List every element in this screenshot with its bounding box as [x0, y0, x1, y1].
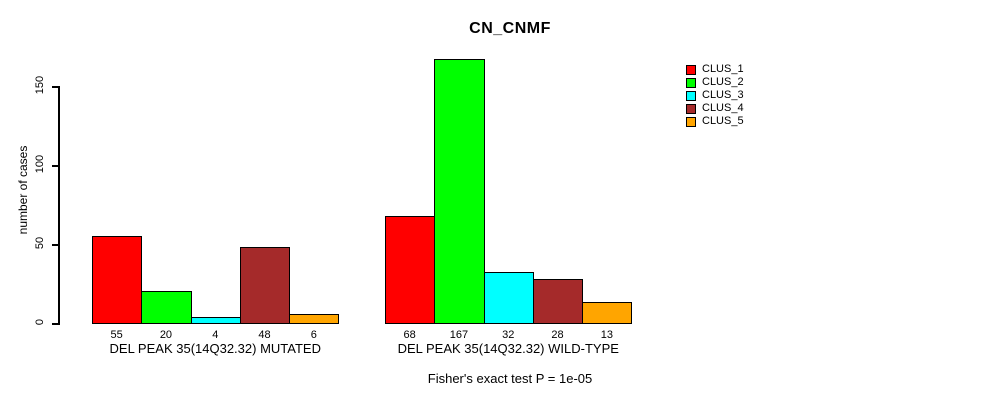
y-axis-tick-label: 100 [34, 154, 46, 174]
y-axis-tick-label: 50 [34, 236, 46, 250]
legend-swatch-icon [686, 90, 696, 101]
legend-label: CLUS_5 [702, 115, 744, 127]
legend: CLUS_1 CLUS_2 CLUS_3 CLUS_4 CLUS_5 [686, 63, 744, 128]
bar-value-label: 4 [212, 329, 219, 341]
bar-value-label: 48 [258, 329, 271, 341]
bar-value-label: 6 [310, 329, 317, 341]
bar-value-label: 28 [551, 329, 564, 341]
legend-row: CLUS_1 [686, 63, 744, 76]
bar-clus_3 [190, 316, 241, 324]
y-axis-tick [52, 323, 58, 325]
legend-row: CLUS_3 [686, 89, 744, 102]
bar-clus_5 [289, 313, 340, 324]
bar-value-label: 167 [449, 329, 469, 341]
legend-row: CLUS_4 [686, 102, 744, 115]
legend-label: CLUS_4 [702, 102, 744, 114]
legend-label: CLUS_3 [702, 89, 744, 101]
legend-label: CLUS_1 [702, 63, 744, 75]
bar-value-label: 13 [600, 329, 613, 341]
bar-clus_2 [434, 59, 485, 324]
fisher-test-annotation: Fisher's exact test P = 1e-05 [427, 371, 593, 386]
bar-value-label: 55 [110, 329, 123, 341]
chart-title: CN_CNMF [469, 20, 551, 37]
y-axis-tick [52, 86, 58, 88]
bar-clus_5 [582, 302, 633, 324]
y-axis-line [58, 86, 60, 325]
legend-swatch-icon [686, 103, 696, 114]
bar-value-label: 68 [403, 329, 416, 341]
x-axis-group-label: DEL PEAK 35(14Q32.32) WILD-TYPE [397, 341, 619, 356]
y-axis-tick [52, 165, 58, 167]
y-axis-tick [52, 244, 58, 246]
legend-label: CLUS_2 [702, 76, 744, 88]
bar-clus_2 [141, 291, 192, 324]
bar-clus_3 [483, 272, 534, 324]
legend-swatch-icon [686, 77, 696, 88]
bar-clus_4 [532, 278, 584, 324]
bar-clus_1 [385, 215, 436, 324]
bar-value-label: 20 [159, 329, 173, 341]
legend-row: CLUS_2 [686, 76, 744, 89]
y-axis-tick-label: 150 [34, 75, 46, 95]
legend-swatch-icon [686, 116, 696, 127]
legend-swatch-icon [686, 64, 696, 75]
bar-clus_1 [92, 236, 143, 324]
x-axis-group-label: DEL PEAK 35(14Q32.32) MUTATED [109, 341, 321, 356]
y-axis-tick-label: 0 [34, 318, 46, 326]
bar-value-label: 32 [502, 329, 515, 341]
bar-clus_4 [239, 247, 291, 324]
legend-row: CLUS_5 [686, 115, 744, 128]
y-axis-label: number of cases [16, 145, 30, 235]
